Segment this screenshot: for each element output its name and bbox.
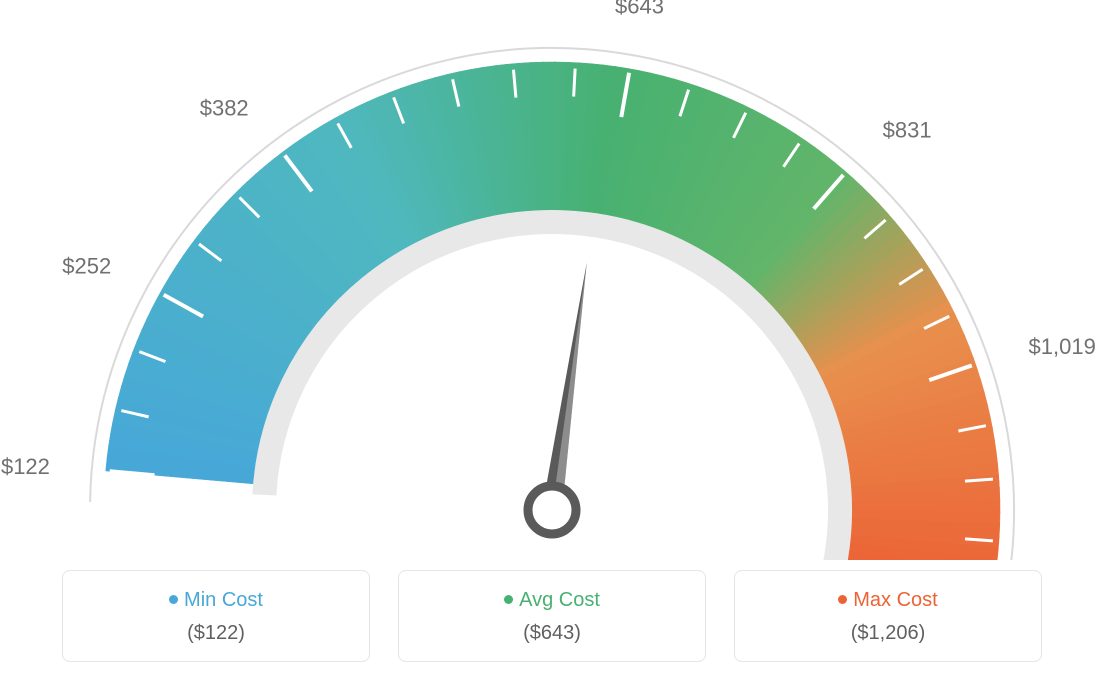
legend-label-line: Min Cost bbox=[73, 589, 359, 612]
legend-dot bbox=[838, 595, 847, 604]
gauge-area: $122$252$382$643$831$1,019$1,206 bbox=[0, 0, 1104, 560]
legend-dot bbox=[504, 595, 513, 604]
tick-label: $831 bbox=[883, 118, 932, 143]
legend-row: Min Cost ($122) Avg Cost ($643) Max Cost ($1,… bbox=[0, 560, 1104, 662]
legend-label-line: Max Cost bbox=[745, 589, 1031, 612]
needle-highlight bbox=[552, 262, 587, 511]
tick-label: $122 bbox=[1, 454, 50, 479]
tick-label: $643 bbox=[615, 0, 664, 19]
legend-card: Min Cost ($122) bbox=[62, 570, 370, 662]
legend-value: ($1,206) bbox=[745, 622, 1031, 645]
needle-hub bbox=[528, 486, 576, 534]
tick-label: $1,019 bbox=[1029, 334, 1096, 359]
legend-card: Avg Cost ($643) bbox=[398, 570, 706, 662]
legend-label: Min Cost bbox=[184, 589, 263, 611]
legend-label-line: Avg Cost bbox=[409, 589, 695, 612]
cost-gauge-widget: $122$252$382$643$831$1,019$1,206 Min Cos… bbox=[0, 0, 1104, 690]
legend-label: Avg Cost bbox=[519, 589, 600, 611]
legend-card: Max Cost ($1,206) bbox=[734, 570, 1042, 662]
legend-label: Max Cost bbox=[853, 589, 937, 611]
legend-dot bbox=[169, 595, 178, 604]
gauge-svg: $122$252$382$643$831$1,019$1,206 bbox=[0, 0, 1104, 560]
tick-label: $252 bbox=[62, 254, 111, 279]
legend-value: ($122) bbox=[73, 622, 359, 645]
tick-label: $382 bbox=[200, 95, 249, 120]
legend-value: ($643) bbox=[409, 622, 695, 645]
